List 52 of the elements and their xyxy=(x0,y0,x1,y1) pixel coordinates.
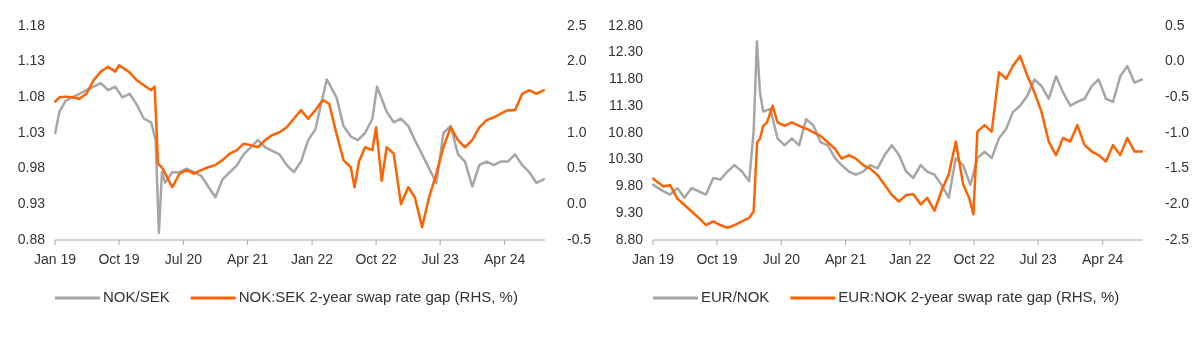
x-tick-label: Jul 23 xyxy=(421,250,460,267)
y2-tick-label: -0.5 xyxy=(567,230,592,247)
y-tick-label: 12.80 xyxy=(607,16,644,33)
y-tick-label: 11.30 xyxy=(609,96,644,113)
y2-tick-label: -2.5 xyxy=(1165,230,1190,247)
x-tick-label: Jul 20 xyxy=(164,250,203,267)
y-tick-label: 1.18 xyxy=(17,16,46,33)
x-tick-label: Apr 24 xyxy=(484,250,526,267)
x-tick-label: Oct 22 xyxy=(355,250,397,267)
y2-tick-label: 1.5 xyxy=(567,88,587,105)
x-tick-label: Apr 21 xyxy=(824,250,867,267)
x-tick-label: Oct 22 xyxy=(953,250,995,267)
x-tick-label: Oct 19 xyxy=(696,250,738,267)
legend-label: EUR/NOK xyxy=(701,287,770,305)
y2-tick-label: -1.0 xyxy=(1165,123,1190,140)
y2-tick-label: 1.0 xyxy=(567,123,587,140)
y-tick-label: 12.30 xyxy=(607,43,644,60)
x-tick-label: Oct 19 xyxy=(98,250,140,267)
y2-tick-label: 0.5 xyxy=(1165,16,1185,33)
y-tick-label: 1.08 xyxy=(17,88,46,105)
y-tick-label: 11.80 xyxy=(609,70,644,87)
legend-label: NOK:SEK 2-year swap rate gap (RHS, %) xyxy=(238,287,518,305)
line-series xyxy=(651,54,1144,230)
legend-label: EUR:NOK 2-year swap rate gap (RHS, %) xyxy=(838,287,1120,305)
x-tick-label: Apr 24 xyxy=(1082,250,1124,267)
y-tick-label: 1.13 xyxy=(17,52,46,69)
y2-tick-label: 0.0 xyxy=(1165,52,1185,69)
line-series xyxy=(651,40,1144,199)
x-tick-label: Jan 19 xyxy=(631,250,675,267)
y-tick-label: 0.93 xyxy=(17,195,46,212)
y-tick-label: 0.98 xyxy=(17,159,46,176)
x-tick-label: Jan 22 xyxy=(291,250,334,267)
y2-tick-label: -2.0 xyxy=(1165,195,1190,212)
x-tick-label: Jul 20 xyxy=(762,250,801,267)
y-tick-label: 10.80 xyxy=(607,123,644,140)
legend-label: NOK/SEK xyxy=(103,287,170,305)
x-tick-label: Jan 19 xyxy=(33,250,77,267)
y-tick-label: 8.80 xyxy=(615,230,644,247)
y-tick-label: 9.80 xyxy=(615,177,644,194)
y2-tick-label: 0.0 xyxy=(567,195,587,212)
y2-tick-label: 2.0 xyxy=(567,52,587,69)
y-tick-label: 0.88 xyxy=(17,230,46,247)
y-tick-label: 10.30 xyxy=(607,150,644,167)
y2-tick-label: -1.5 xyxy=(1165,159,1190,176)
x-tick-label: Apr 21 xyxy=(226,250,269,267)
y2-tick-label: 2.5 xyxy=(567,16,587,33)
x-tick-label: Jan 22 xyxy=(889,250,932,267)
y2-tick-label: 0.5 xyxy=(567,159,587,176)
y-tick-label: 1.03 xyxy=(17,123,46,140)
y2-tick-label: -0.5 xyxy=(1165,88,1190,105)
y-tick-label: 9.30 xyxy=(615,203,644,220)
x-tick-label: Jul 23 xyxy=(1019,250,1058,267)
